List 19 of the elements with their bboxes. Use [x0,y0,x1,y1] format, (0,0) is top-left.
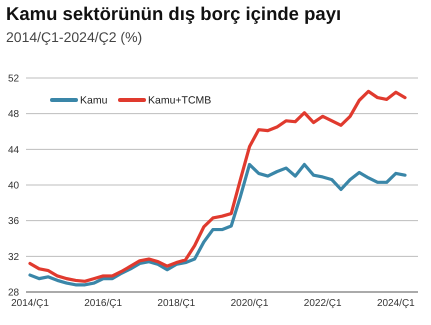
x-tick-label: 2024/Ç1 [376,298,416,309]
y-tick-label: 52 [8,74,20,84]
chart-subtitle: 2014/Ç1-2024/Ç2 (%) [6,29,142,45]
y-tick-label: 44 [8,144,20,156]
y-tick-label: 36 [8,216,20,228]
x-tick-label: 2020/Ç1 [230,298,269,309]
x-tick-label: 2016/Ç1 [84,298,123,309]
x-tick-label: 2014/Ç1 [11,298,50,309]
legend-label: Kamu [80,94,108,107]
x-tick-label: 2018/Ç1 [157,298,196,309]
y-tick-label: 48 [8,109,20,120]
line-series [28,162,407,286]
y-tick-label: 28 [8,288,20,298]
y-tick-label: 40 [8,180,20,192]
y-tick-label: 32 [8,252,20,263]
chart-title: Kamu sektörünün dış borç içinde payı [6,3,342,24]
x-tick-label: 2022/Ç1 [304,298,342,309]
line-series [28,90,407,283]
legend-label: Kamu+TCMB [148,94,212,107]
